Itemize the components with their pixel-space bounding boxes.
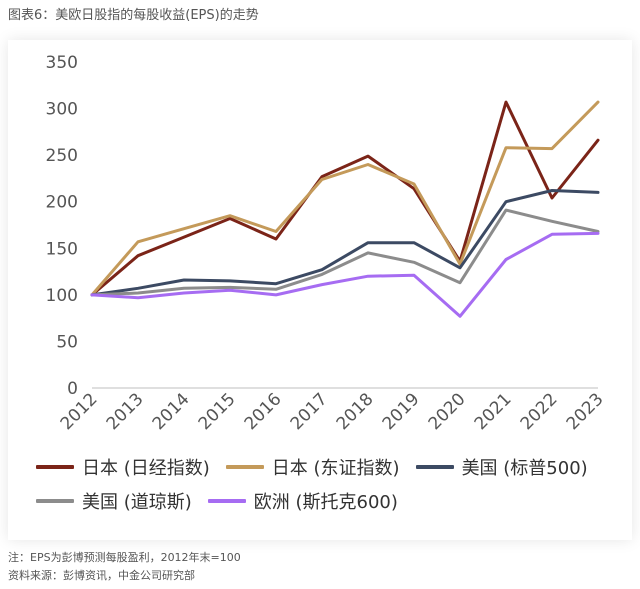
x-tick-label: 2014: [149, 389, 194, 434]
legend-swatch: [415, 465, 454, 469]
legend-label: 日本 (东证指数): [271, 458, 400, 479]
series-line-4: [90, 208, 600, 297]
figure-title: 图表6：美欧日股指的每股收益(EPS)的走势: [8, 8, 259, 23]
legend-swatch: [36, 465, 74, 469]
y-tick-label: 0: [67, 379, 78, 399]
legend-item: 日本 (东证指数): [225, 454, 400, 480]
x-tick-label: 2015: [195, 389, 240, 434]
x-tick-label: 2023: [563, 389, 608, 434]
chart-card: 0 50 100 150 200 250 300 350 2012 2013 2014 2015 201…: [8, 40, 632, 540]
x-tick-label: 2022: [517, 389, 562, 434]
footnote-note: 注：EPS为彭博预测每股盈利，2012年末=100: [8, 551, 241, 564]
legend-label: 美国 (标普500): [461, 458, 588, 479]
x-tick-label: 2019: [379, 389, 424, 434]
legend-label: 日本 (日经指数): [82, 458, 210, 479]
legend-item: 日本 (日经指数): [36, 454, 210, 480]
y-tick-label: 200: [46, 193, 78, 213]
legend-swatch: [225, 465, 264, 469]
x-tick-label: 2013: [103, 389, 148, 434]
y-tick-label: 100: [46, 286, 78, 306]
y-tick-label: 300: [46, 100, 78, 120]
series-line-3: [90, 189, 600, 297]
legend-row: 日本 (日经指数) 日本 (东证指数) 美国 (标普500): [36, 450, 626, 484]
series-line-2: [90, 100, 600, 297]
legend-row: 美国 (道琼斯) 欧洲 (斯托克600): [36, 484, 626, 518]
y-tick-label: 150: [46, 239, 78, 259]
chart-legend: 日本 (日经指数) 日本 (东证指数) 美国 (标普500) 美国 (道琼斯) 欧洲 …: [36, 450, 626, 518]
x-tick-label: 2018: [333, 389, 378, 434]
x-tick-label: 2012: [57, 389, 102, 434]
legend-item: 美国 (标普500): [415, 454, 588, 480]
series-line-1: [90, 100, 600, 297]
x-tick-label: 2021: [471, 389, 516, 434]
legend-swatch: [207, 499, 246, 503]
footnote-source: 资料来源：彭博资讯，中金公司研究部: [8, 569, 195, 582]
y-tick-label: 250: [46, 146, 78, 166]
legend-item: 欧洲 (斯托克600): [207, 488, 398, 514]
x-tick-label: 2017: [287, 389, 332, 434]
series-line-5: [90, 231, 600, 318]
y-tick-label: 350: [46, 53, 78, 73]
legend-label: 欧洲 (斯托克600): [253, 492, 398, 513]
y-tick-label: 50: [56, 332, 78, 352]
legend-label: 美国 (道琼斯): [82, 492, 192, 513]
x-tick-label: 2016: [241, 389, 286, 434]
x-tick-label: 2020: [425, 389, 470, 434]
legend-swatch: [36, 499, 74, 503]
legend-item: 美国 (道琼斯): [36, 488, 192, 514]
